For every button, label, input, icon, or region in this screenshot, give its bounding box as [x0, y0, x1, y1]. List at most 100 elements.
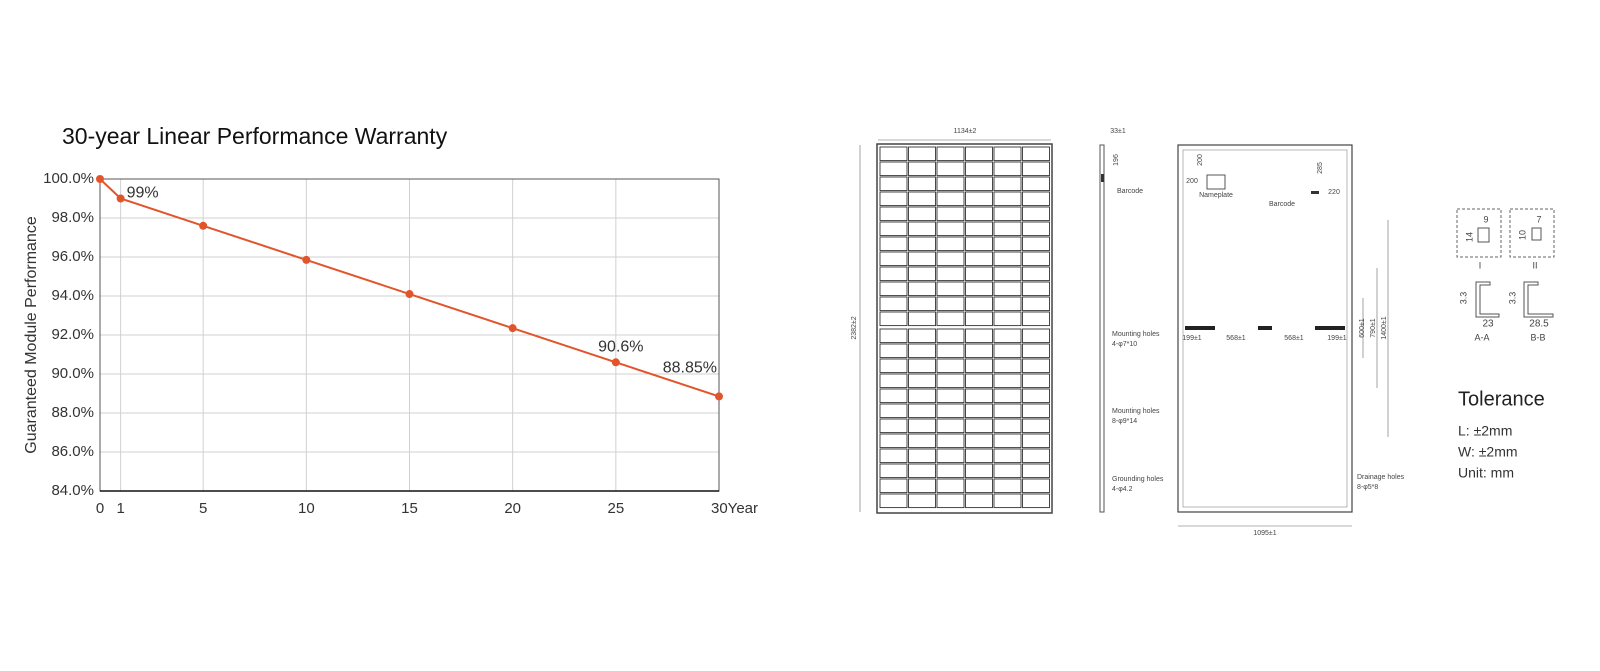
cell: [993, 161, 1022, 177]
y-tick-label: 86.0%: [51, 443, 94, 460]
cell: [1022, 161, 1050, 177]
cell: [908, 191, 936, 207]
cell: [879, 478, 908, 494]
cell: [993, 281, 1022, 297]
cell: [1022, 146, 1050, 162]
dim-label: 199±1: [1182, 335, 1202, 342]
cell: [936, 221, 965, 237]
cell: [965, 358, 993, 374]
cell: [993, 403, 1022, 419]
cell: [993, 266, 1022, 282]
cell: [908, 493, 936, 509]
cell: [1022, 311, 1050, 327]
cell: [908, 448, 936, 464]
cell: [965, 433, 993, 449]
cell: [879, 373, 908, 389]
chart-title: 30-year Linear Performance Warranty: [62, 123, 448, 149]
cell: [879, 176, 908, 192]
cell: [936, 433, 965, 449]
section-box: [1456, 208, 1502, 258]
cell: [908, 146, 936, 162]
tolerance-item: L: ±2mm: [1458, 423, 1512, 439]
cell: [908, 388, 936, 404]
cell: [965, 373, 993, 389]
cell: [993, 206, 1022, 222]
cell: [965, 343, 993, 359]
barcode-mark: [1101, 174, 1104, 182]
cell: [1022, 343, 1050, 359]
cell: [936, 373, 965, 389]
cell: [1022, 358, 1050, 374]
x-tick-label: 10: [298, 500, 315, 517]
cell: [1022, 403, 1050, 419]
data-point: [116, 194, 125, 203]
cell: [936, 478, 965, 494]
dim-label: 200: [1186, 178, 1198, 185]
dim-label: 2382±2: [851, 316, 858, 339]
cell: [965, 478, 993, 494]
cell: [879, 493, 908, 509]
cell: [936, 206, 965, 222]
cell: [908, 478, 936, 494]
label: B-B: [1530, 332, 1545, 342]
cell: [965, 281, 993, 297]
cell: [936, 328, 965, 344]
side-view: 33±1 196 Barcode: [1099, 128, 1143, 513]
dim-label: 33±1: [1110, 128, 1126, 135]
label: 8-φ9*14: [1112, 418, 1137, 425]
cell: [936, 448, 965, 464]
cell: [993, 296, 1022, 312]
cell: [879, 221, 908, 237]
tolerance-title: Tolerance: [1458, 388, 1545, 410]
label: I: [1479, 260, 1482, 270]
y-tick-label: 96.0%: [51, 248, 94, 265]
y-tick-label: 94.0%: [51, 287, 94, 304]
cell: [1022, 236, 1050, 252]
y-axis-label: Guaranteed Module Performance: [23, 216, 40, 454]
label: Barcode: [1269, 201, 1295, 208]
cell: [936, 266, 965, 282]
label: A-A: [1474, 332, 1489, 342]
cell: [908, 206, 936, 222]
cell: [936, 343, 965, 359]
cell: [993, 448, 1022, 464]
cell: [879, 206, 908, 222]
value-label: 88.85%: [663, 360, 717, 377]
cell: [936, 358, 965, 374]
cell: [993, 418, 1022, 434]
cell: [908, 463, 936, 479]
cell: [879, 146, 908, 162]
cell: [936, 493, 965, 509]
cell: [936, 388, 965, 404]
cell: [993, 373, 1022, 389]
cell: [879, 236, 908, 252]
x-tick-label: 5: [199, 500, 207, 517]
x-tick-label: 30Year: [711, 500, 758, 517]
cell: [1022, 176, 1050, 192]
label: 4-φ4.2: [1112, 486, 1133, 493]
cell: [993, 358, 1022, 374]
label: Nameplate: [1199, 192, 1233, 199]
data-point: [96, 175, 104, 183]
cell: [1022, 206, 1050, 222]
connector: [1315, 326, 1345, 330]
cell: [965, 161, 993, 177]
dim-label: 1400±1: [1381, 316, 1388, 339]
cell: [936, 403, 965, 419]
cell: [908, 236, 936, 252]
cell: [879, 328, 908, 344]
cell: [936, 463, 965, 479]
cell: [1022, 478, 1050, 494]
x-tick-label: 0: [96, 500, 104, 517]
cell: [908, 161, 936, 177]
cell: [965, 266, 993, 282]
dim-label: 10: [1517, 230, 1527, 240]
cell: [965, 493, 993, 509]
data-point: [611, 358, 620, 367]
cell: [1022, 266, 1050, 282]
profile: [1523, 281, 1554, 318]
dim-label: 14: [1464, 232, 1474, 242]
data-point: [508, 324, 517, 333]
cell: [908, 176, 936, 192]
dim-label: 1095±1: [1253, 530, 1276, 537]
